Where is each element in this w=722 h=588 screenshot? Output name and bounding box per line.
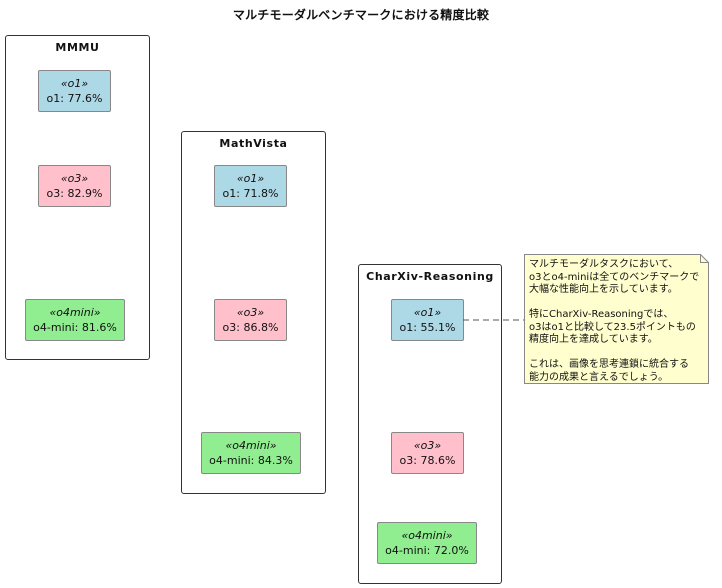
note-line: これは、画像を思考連鎖に統合する (529, 359, 689, 370)
node-value: o4-mini: 72.0% (385, 544, 469, 557)
node-charxiv-o1: «o1» o1: 55.1% (391, 299, 464, 341)
node-charxiv-o3: «o3» o3: 78.6% (391, 432, 464, 474)
node-stereotype: «o3» (236, 306, 265, 319)
node-value: o1: 77.6% (46, 92, 103, 105)
note-line: o3とo4-miniは全てのベンチマークで (529, 271, 700, 283)
node-value: o3: 82.9% (46, 187, 103, 200)
node-stereotype: «o4mini» (401, 529, 453, 542)
node-value: o1: 55.1% (399, 321, 456, 334)
package-mathvista: MathVista «o1» o1: 71.8% «o3» o3: 86.8% … (181, 131, 326, 494)
note-text: マルチモーダルタスクにおいて、 o3とo4-miniは全てのベンチマークで 大幅… (529, 259, 705, 384)
node-charxiv-o4mini: «o4mini» o4-mini: 72.0% (377, 522, 477, 564)
note-line: 能力の成果と言えるでしょう。 (529, 371, 669, 383)
annotation-note: マルチモーダルタスクにおいて、 o3とo4-miniは全てのベンチマークで 大幅… (524, 254, 709, 384)
node-value: o3: 86.8% (222, 321, 279, 334)
package-mmmu: MMMU «o1» o1: 77.6% «o3» o3: 82.9% «o4mi… (5, 35, 150, 360)
note-paragraph: マルチモーダルタスクにおいて、 o3とo4-miniは全てのベンチマークで 大幅… (529, 259, 705, 297)
package-title-charxiv-reasoning: CharXiv-Reasoning (366, 270, 494, 283)
node-mathvista-o3: «o3» o3: 86.8% (214, 299, 287, 341)
node-stereotype: «o1» (60, 77, 89, 90)
note-line: o3はo1と比較して23.5ポイントもの (529, 321, 696, 333)
package-charxiv-reasoning: CharXiv-Reasoning «o1» o1: 55.1% «o3» o3… (358, 264, 502, 584)
node-value: o3: 78.6% (399, 454, 456, 467)
note-line: 精度向上を達成しています。 (529, 334, 658, 345)
node-mathvista-o4mini: «o4mini» o4-mini: 84.3% (201, 432, 301, 474)
node-value: o4-mini: 84.3% (209, 454, 293, 467)
note-paragraph: これは、画像を思考連鎖に統合する 能力の成果と言えるでしょう。 (529, 359, 705, 384)
node-stereotype: «o3» (60, 172, 89, 185)
node-mmmu-o4mini: «o4mini» o4-mini: 81.6% (25, 299, 125, 341)
node-stereotype: «o1» (236, 172, 265, 185)
node-stereotype: «o1» (413, 306, 442, 319)
node-value: o4-mini: 81.6% (33, 321, 117, 334)
note-shape (524, 254, 709, 384)
package-title-mmmu: MMMU (55, 41, 100, 54)
node-mmmu-o3: «o3» o3: 82.9% (38, 165, 111, 207)
note-line: マルチモーダルタスクにおいて、 (529, 259, 679, 270)
note-line: 大幅な性能向上を示しています。 (529, 284, 678, 295)
note-line: 特にCharXiv-Reasoningでは、 (529, 309, 674, 320)
node-stereotype: «o4mini» (225, 439, 277, 452)
node-mathvista-o1: «o1» o1: 71.8% (214, 165, 287, 207)
package-title-mathvista: MathVista (219, 137, 288, 150)
note-paragraph: 特にCharXiv-Reasoningでは、 o3はo1と比較して23.5ポイン… (529, 309, 705, 347)
node-mmmu-o1: «o1» o1: 77.6% (38, 70, 111, 112)
node-value: o1: 71.8% (222, 187, 279, 200)
node-stereotype: «o4mini» (49, 306, 101, 319)
diagram-title: マルチモーダルベンチマークにおける精度比較 (232, 8, 490, 22)
node-stereotype: «o3» (413, 439, 442, 452)
